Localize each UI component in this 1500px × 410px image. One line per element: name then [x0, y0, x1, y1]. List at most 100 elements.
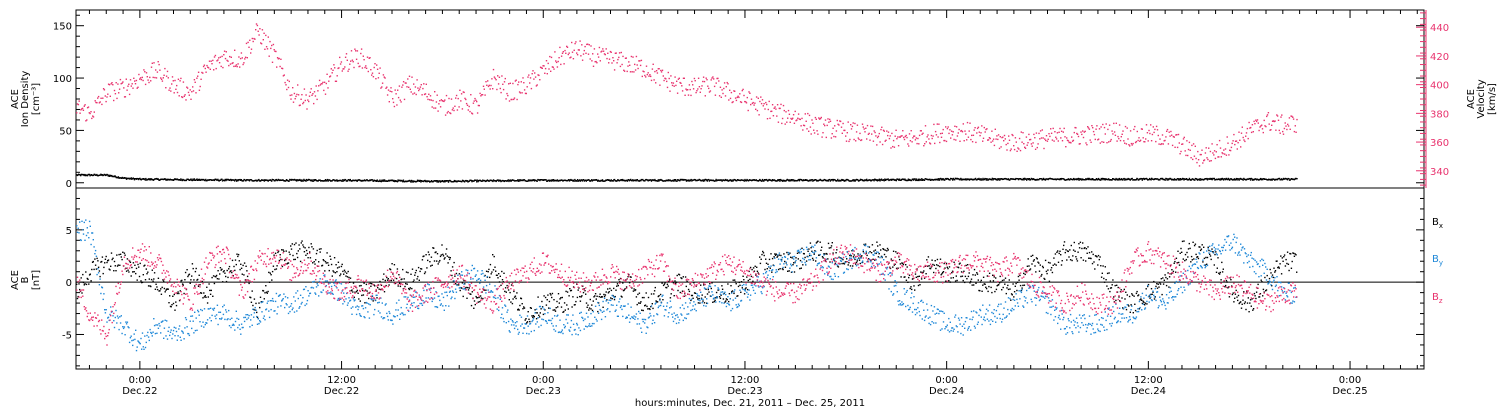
velocity-point	[1296, 118, 1298, 121]
bx-point	[494, 266, 496, 268]
bx-point	[1137, 295, 1139, 297]
bx-point	[827, 258, 829, 260]
density-point	[299, 179, 302, 182]
bx-point	[625, 286, 628, 288]
bx-point	[212, 275, 215, 277]
velocity-point	[467, 109, 469, 111]
density-point	[349, 178, 351, 181]
velocity-point	[1222, 152, 1224, 155]
density-point	[180, 178, 182, 180]
bx-point	[1065, 249, 1067, 251]
bx-point	[121, 258, 123, 261]
bx-point	[1042, 266, 1044, 269]
density-point	[1292, 178, 1294, 181]
density-point	[1175, 179, 1178, 181]
density-point	[157, 178, 159, 180]
velocity-point	[575, 41, 577, 43]
density-point	[837, 178, 839, 181]
bx-point	[855, 263, 857, 265]
bx-point	[1156, 287, 1159, 289]
density-point	[917, 179, 919, 182]
velocity-point	[647, 72, 649, 74]
bx-point	[555, 307, 557, 309]
velocity-point	[892, 139, 895, 142]
velocity-point	[149, 76, 151, 79]
velocity-point	[903, 136, 905, 139]
bx-point	[1017, 275, 1020, 278]
bx-point	[78, 283, 80, 285]
velocity-point	[1240, 132, 1243, 134]
density-point	[869, 179, 871, 181]
velocity-point	[219, 56, 222, 58]
velocity-point	[126, 89, 128, 91]
velocity-point	[857, 137, 859, 139]
bx-point	[740, 281, 743, 283]
bx-point	[417, 275, 419, 278]
bx-point	[120, 256, 122, 258]
bx-point	[232, 275, 234, 277]
bx-point	[714, 299, 716, 302]
velocity-point	[1283, 127, 1286, 130]
velocity-point	[130, 85, 132, 87]
bx-point	[603, 293, 605, 296]
velocity-point	[538, 74, 540, 77]
bx-point	[856, 260, 858, 262]
velocity-point	[471, 112, 473, 114]
density-point	[223, 180, 226, 182]
bx-point	[352, 282, 355, 284]
velocity-point	[164, 67, 166, 70]
bx-point	[205, 296, 207, 298]
velocity-point	[803, 124, 806, 127]
velocity-point	[476, 100, 478, 103]
velocity-point	[333, 64, 335, 66]
velocity-point	[812, 122, 814, 124]
velocity-point	[426, 96, 428, 98]
velocity-point	[923, 145, 925, 147]
velocity-point	[1175, 134, 1177, 136]
velocity-point	[392, 101, 395, 104]
bx-point	[468, 287, 470, 289]
velocity-point	[799, 118, 801, 121]
velocity-point	[248, 46, 250, 48]
density-point	[1095, 178, 1098, 180]
velocity-point	[980, 132, 982, 134]
density-point	[323, 180, 325, 182]
velocity-point	[1124, 125, 1127, 128]
velocity-point	[1193, 155, 1196, 157]
bx-point	[300, 242, 302, 244]
velocity-point	[500, 91, 502, 94]
bx-point	[1091, 262, 1094, 265]
velocity-point	[937, 136, 939, 138]
velocity-point	[344, 66, 346, 68]
bx-point	[691, 294, 694, 297]
velocity-point	[460, 100, 462, 102]
density-point	[1078, 179, 1080, 181]
density-point	[787, 179, 789, 181]
velocity-point	[86, 119, 88, 121]
velocity-point	[1292, 116, 1294, 118]
density-point	[439, 180, 441, 182]
bx-point	[998, 284, 1000, 286]
bx-point	[505, 291, 507, 293]
velocity-point	[866, 124, 869, 127]
density-point	[761, 180, 763, 182]
top-panel-frame	[75, 9, 1425, 189]
bx-point	[403, 278, 405, 280]
velocity-point	[244, 58, 246, 60]
velocity-point	[968, 130, 970, 132]
bx-point	[215, 276, 217, 278]
velocity-point	[306, 108, 308, 110]
velocity-point	[807, 112, 809, 115]
bx-point	[608, 291, 610, 293]
density-point	[303, 179, 306, 182]
bx-point	[89, 273, 91, 275]
velocity-point	[913, 135, 915, 137]
density-point	[424, 180, 427, 183]
velocity-point	[883, 130, 885, 132]
velocity-point	[844, 129, 846, 132]
velocity-point	[960, 130, 962, 132]
velocity-point	[1266, 115, 1268, 118]
density-point	[591, 179, 593, 181]
density-point	[1181, 178, 1183, 181]
velocity-point	[565, 52, 567, 54]
